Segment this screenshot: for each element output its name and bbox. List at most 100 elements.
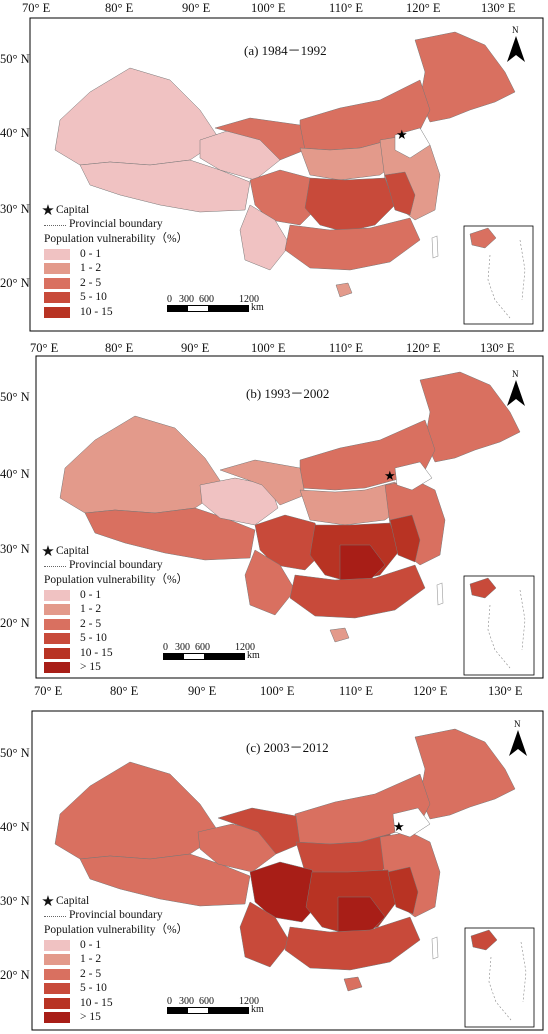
legend-class: 2 - 5 [80, 276, 102, 289]
legend-swatch [44, 954, 70, 966]
north-arrow-icon: N [507, 369, 525, 406]
legend-swatch [44, 939, 70, 951]
x-tick: 70° E [22, 1, 51, 15]
legend-title: Population vulnerability（%） [44, 573, 189, 586]
legend-class: 10 - 15 [80, 996, 113, 1009]
panel-b: ★ (b) 1993－2002 70° E 80° E 90° E 100° E… [0, 340, 548, 682]
panel-c-legend: ★ Capital Provincial boundary Population … [41, 894, 188, 1025]
legend-provincial: Provincial boundary [69, 559, 163, 572]
panel-a-title: (a) 1984－1992 [244, 43, 327, 58]
panel-c-map: ★ [31, 710, 544, 1031]
legend-swatch [44, 263, 70, 275]
capital-star: ★ [384, 468, 396, 483]
boundary-legend-icon [44, 565, 66, 567]
x-tick: 120° E [413, 684, 448, 698]
legend-capital: Capital [56, 895, 90, 908]
legend-swatch [44, 633, 70, 645]
x-tick: 130° E [480, 341, 515, 355]
panel-a-map: ★ [29, 17, 544, 332]
scale-bar: 0 300 600 1200 km [163, 642, 260, 661]
legend-swatch [44, 647, 70, 659]
scale-bar: 0 300 600 1200 km [167, 996, 264, 1015]
region-sichuan [249, 169, 321, 226]
legend-class: 2 - 5 [80, 617, 102, 630]
legend-provincial: Provincial boundary [69, 218, 163, 231]
region-central [304, 177, 396, 233]
legend-class: > 15 [80, 661, 101, 673]
x-tick: 70° E [30, 341, 59, 355]
north-arrow-icon: N [509, 719, 527, 756]
x-tick: 80° E [105, 1, 134, 15]
y-tick: 40° N [0, 467, 30, 481]
y-tick: 50° N [0, 390, 30, 404]
legend-class: 0 - 1 [80, 938, 102, 951]
capital-star: ★ [396, 127, 408, 142]
legend-swatch [44, 248, 70, 260]
y-tick: 50° N [0, 746, 30, 760]
y-tick: 40° N [0, 820, 30, 834]
region-tibet [79, 853, 251, 907]
legend-swatch [44, 292, 70, 304]
legend-class: 1 - 2 [80, 262, 102, 274]
x-tick: 110° E [329, 341, 364, 355]
region-qinghai [197, 823, 277, 873]
legend-swatch [44, 983, 70, 995]
x-tick: 130° E [488, 684, 523, 698]
panel-c-title: (c) 2003－2012 [246, 740, 329, 755]
scale-bar: 0 300 600 1200 km [167, 294, 264, 313]
y-tick: 30° N [0, 542, 30, 556]
legend-swatch [44, 618, 70, 630]
x-tick: 110° E [339, 684, 374, 698]
region-beijing-area [394, 127, 431, 159]
legend-swatch [44, 1012, 70, 1024]
y-tick: 40° N [0, 126, 30, 140]
legend-class: 10 - 15 [80, 305, 113, 318]
panel-b-title: (b) 1993－2002 [246, 386, 330, 401]
legend-class: > 15 [80, 1011, 101, 1023]
legend-class: 5 - 10 [80, 632, 107, 644]
boundary-legend-icon [44, 224, 66, 226]
capital-legend-icon: ★ [41, 202, 55, 219]
capital-legend-icon: ★ [41, 893, 55, 910]
legend-swatch [44, 997, 70, 1009]
legend-class: 1 - 2 [80, 953, 102, 965]
north-label: N [512, 369, 519, 379]
region-hainan [335, 282, 353, 298]
legend-class: 5 - 10 [80, 291, 107, 303]
region-yunnan [239, 901, 291, 968]
x-tick: 110° E [329, 1, 364, 15]
north-label: N [512, 25, 519, 35]
y-tick: 20° N [0, 276, 30, 290]
region-yunnan [244, 549, 296, 616]
legend-class: 1 - 2 [80, 603, 102, 615]
legend-class: 2 - 5 [80, 967, 102, 980]
legend-class: 0 - 1 [80, 588, 102, 601]
legend-title: Population vulnerability（%） [44, 232, 189, 245]
y-tick: 20° N [0, 616, 30, 630]
legend-swatch [44, 306, 70, 318]
region-anhui [384, 171, 416, 216]
x-tick: 90° E [188, 684, 217, 698]
region-south [284, 916, 421, 971]
y-tick: 30° N [0, 202, 30, 216]
region-taiwan [436, 582, 444, 606]
region-hainan [343, 976, 363, 992]
north-label: N [514, 719, 521, 729]
capital-legend-icon: ★ [41, 543, 55, 560]
panel-b-map: ★ [35, 355, 544, 679]
x-tick: 90° E [181, 341, 210, 355]
region-yunnan [239, 204, 291, 271]
legend-class: 10 - 15 [80, 646, 113, 659]
legend-class: 0 - 1 [80, 247, 102, 260]
x-tick: 130° E [481, 1, 516, 15]
region-south [289, 564, 426, 619]
capital-star: ★ [393, 819, 405, 834]
region-qinghai [199, 477, 279, 526]
y-tick: 20° N [0, 968, 30, 982]
x-tick: 90° E [182, 1, 211, 15]
region-tibet [84, 507, 256, 561]
legend-capital: Capital [56, 545, 90, 558]
region-south [284, 217, 421, 271]
panel-c: ★ (c) 2003－2012 70° E 80° E 90° E 100° E… [0, 682, 548, 1034]
boundary-legend-icon [44, 915, 66, 917]
